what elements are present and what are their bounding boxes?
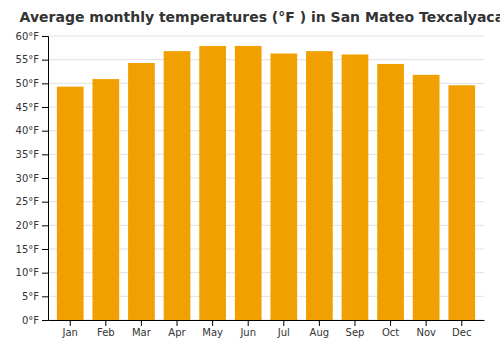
tick-mark [42,36,48,37]
title: Average monthly temperatures (°F ) in Sa… [20,9,500,25]
grid-line [48,59,484,60]
bar [377,64,404,320]
y-tick: 55°F [16,54,48,65]
x-tick: Feb [97,320,115,338]
tick-label: 45°F [16,102,40,113]
tick-mark [42,296,48,297]
tick-label: 5°F [22,291,39,302]
x-tick: Jan [62,320,78,338]
tick-mark [42,202,48,203]
bar [270,54,297,320]
tick-label: Jan [62,327,78,338]
bar [413,75,440,320]
y-tick: 5°F [22,291,48,302]
bar [235,46,262,320]
bar [342,54,369,320]
tick-label: Apr [168,327,186,338]
y-axis: 0°F 5°F 10°F 15°F 20°F 25°F 30°F 35°F 40°F 45°F 50… [16,31,49,326]
tick-label: 30°F [16,173,40,184]
tick-mark [212,320,213,326]
tick-mark [42,131,48,132]
tick-label: Sep [346,327,365,338]
bars [57,46,475,320]
grid-line [48,36,484,37]
axis-domain [42,37,49,321]
tick-label: 25°F [16,196,40,207]
tick-mark [42,225,48,226]
tick-label: Aug [310,327,330,338]
tick-label: 15°F [16,244,40,255]
tick-mark [42,178,48,179]
y-tick: 15°F [16,244,48,255]
x-tick: Aug [310,320,330,338]
bar [164,51,191,320]
tick-label: 0°F [22,315,39,326]
x-tick: Sep [346,320,365,338]
x-tick: Nov [416,320,436,338]
tick-mark [105,320,106,326]
y-tick: 10°F [16,267,48,278]
y-tick: 30°F [16,173,48,184]
y-tick: 40°F [16,125,48,136]
tick-mark [42,154,48,155]
x-tick: Jun [239,320,256,338]
x-tick: Apr [168,320,186,338]
tick-mark [42,273,48,274]
x-tick: May [202,320,223,338]
tick-mark [42,107,48,108]
tick-mark [461,320,462,326]
y-tick: 0°F [22,315,48,326]
y-tick: 25°F [16,196,48,207]
bar [448,85,475,320]
tick-label: 60°F [16,31,40,42]
chart: 0°F 5°F 10°F 15°F 20°F 25°F 30°F 35°F 40°F 45°F 50… [0,0,500,350]
y-tick: 45°F [16,102,48,113]
tick-mark [426,320,427,326]
tick-mark [42,320,48,321]
bar [199,46,226,320]
tick-label: 40°F [16,125,40,136]
x-tick: Mar [132,320,152,338]
tick-label: Jul [277,327,290,338]
tick-mark [42,60,48,61]
tick-label: Jun [239,327,256,338]
y-tick: 20°F [16,220,48,231]
y-tick: 50°F [16,78,48,89]
y-tick: 60°F [16,31,48,42]
bar [57,87,84,320]
bar [92,79,119,320]
tick-label: Oct [382,327,399,338]
x-tick: Jul [277,320,290,338]
tick-label: 35°F [16,149,40,160]
axis-domain [49,320,485,321]
tick-label: Dec [452,327,471,338]
tick-label: May [202,327,223,338]
tick-mark [42,249,48,250]
y-tick: 35°F [16,149,48,160]
tick-mark [319,320,320,326]
tick-mark [70,320,71,326]
bar [306,51,333,320]
tick-mark [248,320,249,326]
grid [48,36,484,320]
x-axis: Jan Feb Mar Apr May Jun Jul Aug Sep Oct Nov Dec [49,320,485,338]
tick-mark [141,320,142,326]
tick-mark [177,320,178,326]
tick-label: Mar [132,327,152,338]
tick-label: 55°F [16,54,40,65]
plot: 0°F 5°F 10°F 15°F 20°F 25°F 30°F 35°F 40°F 45°F 50… [16,31,485,338]
tick-label: Nov [416,327,436,338]
tick-mark [42,83,48,84]
tick-mark [390,320,391,326]
tick-label: 20°F [16,220,40,231]
tick-mark [283,320,284,326]
x-tick: Dec [452,320,471,338]
tick-label: 50°F [16,78,40,89]
tick-label: 10°F [16,267,40,278]
tick-mark [354,320,355,326]
bar [128,63,155,320]
tick-label: Feb [97,327,115,338]
x-tick: Oct [382,320,399,338]
